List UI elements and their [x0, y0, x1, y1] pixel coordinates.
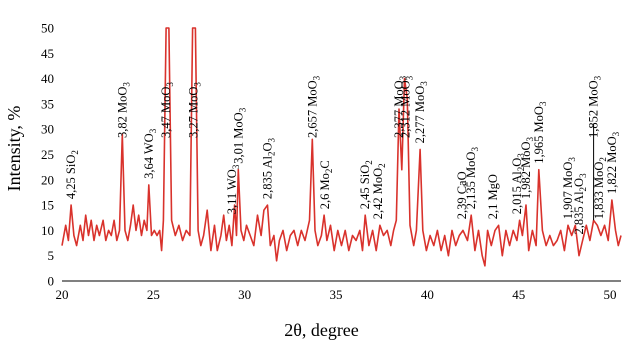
x-tick-label: 20: [56, 287, 69, 302]
peak-label: 3,64 WO3: [142, 128, 158, 179]
series-line: [61, 27, 622, 267]
peak-label: 1,852 MoO3: [587, 75, 603, 138]
peak-label: 1,822 MoO3: [605, 131, 621, 194]
x-axis-ticks: 20 25 30 35 40 45 50: [56, 287, 617, 302]
y-tick-label: 15: [41, 198, 54, 213]
x-tick-label: 30: [238, 287, 251, 302]
peak-label: 3,11 WO3: [225, 164, 241, 214]
peak-label: 2,312 MoO3: [398, 75, 414, 138]
y-tick-label: 5: [48, 248, 55, 263]
peak-label: 1,965 MoO3: [532, 101, 548, 164]
x-axis-title: 2θ, degree: [284, 320, 359, 340]
y-tick-label: 25: [41, 147, 54, 162]
peak-label: 3,82 MoO3: [115, 82, 131, 138]
x-tick-label: 25: [147, 287, 160, 302]
peak-label: 1,982 MoO3: [519, 136, 535, 199]
peak-label: 4,25 SiO2: [64, 150, 80, 199]
peak-label: 3,47 MoO3: [159, 82, 175, 138]
peak-label: 2,135 MoO3: [464, 147, 480, 210]
peak-labels: 4,25 SiO2 3,82 MoO3 3,64 WO3 3,47 MoO3 3,27 …: [64, 75, 621, 234]
y-tick-label: 50: [41, 21, 54, 36]
y-tick-label: 30: [41, 122, 54, 137]
y-tick-label: 20: [41, 172, 54, 187]
peak-label: 2,835 Al2O3: [572, 173, 588, 235]
y-tick-label: 35: [41, 96, 54, 111]
x-tick-label: 50: [604, 287, 617, 302]
peak-label: 2,277 MoO3: [413, 81, 429, 144]
peak-label: 2,6 Mo2C: [318, 160, 334, 209]
x-tick-label: 40: [421, 287, 434, 302]
y-tick-label: 45: [41, 46, 54, 61]
peak-label: 2,45 SiO2: [358, 160, 374, 209]
peak-label: 2,39 CaO: [455, 171, 469, 219]
x-tick-label: 45: [512, 287, 525, 302]
y-axis-title: Intensity, %: [4, 106, 24, 192]
y-tick-label: 0: [48, 274, 55, 289]
peak-label: 2,835 Al2O3: [261, 138, 277, 200]
y-tick-label: 40: [41, 71, 54, 86]
peak-label: 1,907 MoO3: [561, 157, 577, 220]
peak-label: 3,27 MoO3: [187, 82, 203, 138]
peak-label: 2,42 MoO2: [371, 163, 387, 219]
y-axis-ticks: 0 5 10 15 20 25 30 35 40 45 50: [41, 21, 54, 289]
y-tick-label: 10: [41, 223, 54, 238]
peak-label: 2,1 MgO: [486, 174, 500, 219]
peak-label: 2,657 MoO3: [305, 75, 321, 138]
peak-label: 2,015 Al2O3: [510, 153, 526, 215]
peak-label: 2,377 MoO3: [392, 75, 408, 138]
peak-label: 1,833 MoO2: [592, 157, 608, 219]
x-tick-label: 35: [330, 287, 343, 302]
peak-label: 3,01 MoO3: [231, 107, 247, 163]
